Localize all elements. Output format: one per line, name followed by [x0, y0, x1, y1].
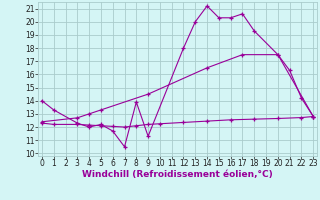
X-axis label: Windchill (Refroidissement éolien,°C): Windchill (Refroidissement éolien,°C) [82, 170, 273, 179]
